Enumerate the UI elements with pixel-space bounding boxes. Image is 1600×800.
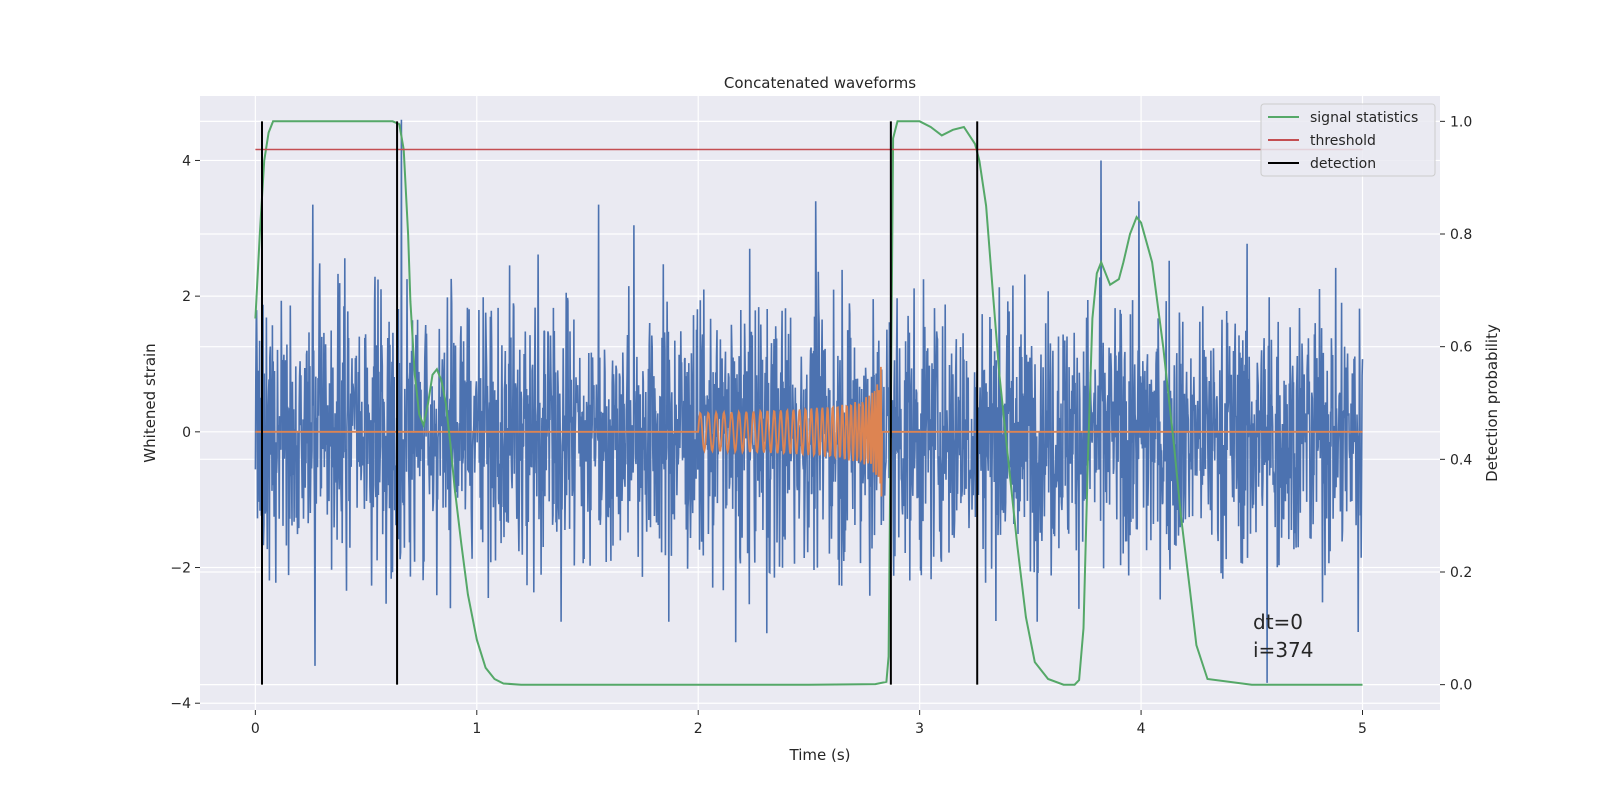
chart-title: Concatenated waveforms [724, 74, 916, 92]
x-tick-label: 4 [1137, 721, 1146, 737]
y-tick-label: 4 [182, 153, 191, 169]
signal-statistics-line [254, 120, 1363, 686]
legend: signal statistics threshold detection [1260, 103, 1436, 177]
y-axis-label: Whitened strain [141, 343, 159, 462]
x-tick-label: 5 [1358, 721, 1367, 737]
y-tick-label: −2 [170, 561, 191, 577]
y-right-tick-label: 0.6 [1450, 340, 1472, 356]
left-axis: −4 −2 0 2 4 [170, 153, 200, 712]
y-tick-label: 0 [182, 425, 191, 441]
x-axis-label: Time (s) [789, 746, 851, 764]
plot-content [254, 119, 1364, 686]
x-axis: 0 1 2 3 4 5 [251, 710, 1367, 737]
y-right-tick-label: 0.2 [1450, 565, 1472, 581]
annotation-index: i=374 [1253, 638, 1314, 662]
x-tick-label: 1 [472, 721, 481, 737]
template-series-line [255, 366, 1363, 497]
legend-box [1260, 103, 1436, 177]
x-tick-label: 3 [915, 721, 924, 737]
detection-lines [261, 121, 979, 685]
y-right-tick-label: 0.4 [1450, 452, 1472, 468]
y-right-tick-label: 1.0 [1450, 114, 1472, 130]
y-tick-label: 2 [182, 289, 191, 305]
y-right-tick-label: 0.8 [1450, 227, 1472, 243]
legend-label-threshold: threshold [1310, 133, 1376, 149]
y-right-tick-label: 0.0 [1450, 678, 1472, 694]
legend-label-signal-statistics: signal statistics [1310, 110, 1418, 126]
y-axis-right-label: Detection probability [1483, 324, 1501, 482]
y-tick-label: −4 [170, 696, 191, 712]
x-tick-label: 2 [694, 721, 703, 737]
x-tick-label: 0 [251, 721, 260, 737]
right-axis: 0.0 0.2 0.4 0.6 0.8 1.0 [1440, 114, 1472, 694]
legend-label-detection: detection [1310, 156, 1376, 172]
annotation-dt: dt=0 [1253, 610, 1303, 634]
